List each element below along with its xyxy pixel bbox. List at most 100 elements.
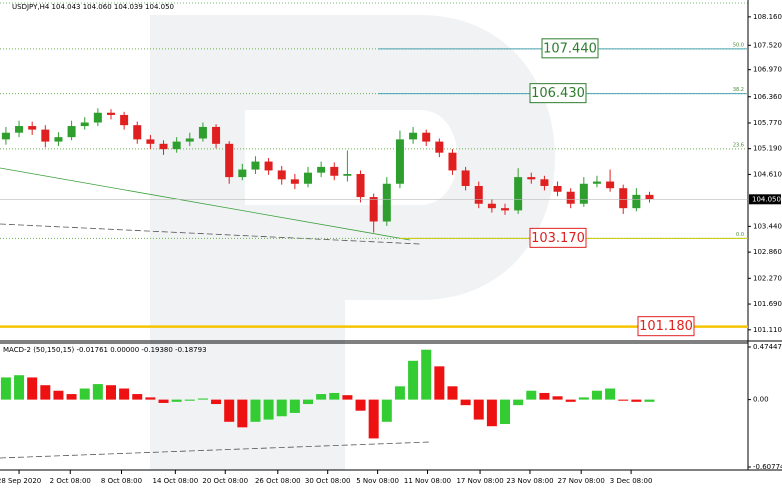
candle-body	[592, 181, 601, 184]
macd-bar	[578, 397, 589, 400]
macd-bar	[513, 399, 524, 406]
candle-body	[304, 172, 312, 184]
candle-body	[395, 139, 404, 184]
trend-line-dashed	[0, 223, 421, 245]
x-tick-label: 8 Oct 08:00	[101, 477, 142, 485]
candle-body	[448, 152, 457, 171]
candle-body	[225, 143, 234, 178]
macd-bar	[105, 385, 116, 400]
macd-bar	[289, 399, 300, 413]
macd-bar	[250, 399, 261, 422]
trend-line	[0, 167, 411, 241]
y-tick-label: 105.190	[753, 145, 782, 153]
candle-body	[67, 126, 76, 138]
candle-body	[172, 141, 181, 150]
candle-body	[93, 112, 102, 123]
macd-bar	[355, 399, 366, 411]
candle-body	[54, 137, 63, 142]
x-tick-label: 20 Oct 08:00	[202, 477, 248, 485]
candle-body	[487, 203, 496, 209]
x-tick-label: 26 Oct 08:00	[255, 477, 301, 485]
candle-body	[540, 179, 549, 186]
current-price-label: 104.050	[752, 195, 781, 203]
level-label: 101.180	[639, 319, 693, 334]
candle-body	[317, 166, 326, 173]
candle-body	[133, 125, 142, 140]
macd-bar	[53, 390, 64, 400]
macd-bar	[591, 390, 602, 400]
macd-bar	[329, 392, 340, 400]
candle-body	[330, 166, 339, 176]
macd-bar	[631, 399, 642, 402]
candle-body	[146, 139, 155, 144]
y-tick-label: 0.47447	[753, 343, 782, 351]
x-tick-label: 30 Oct 08:00	[305, 477, 351, 485]
current-price-box	[749, 194, 781, 205]
macd-bar	[158, 399, 169, 403]
macd-bar	[368, 399, 379, 439]
y-tick-label: 108.160	[753, 13, 782, 21]
x-tick-label: 27 Nov 08:00	[558, 477, 605, 485]
candle-body	[120, 114, 129, 126]
candle-body	[619, 188, 628, 209]
macd-bar	[486, 399, 497, 427]
macd-bar	[434, 366, 445, 400]
macd-bar	[381, 399, 392, 422]
y-tick-label: 0.00	[753, 396, 769, 404]
y-tick-label: 105.770	[753, 119, 782, 127]
candle-body	[645, 194, 654, 200]
candle-body	[198, 126, 207, 139]
candle-body	[527, 177, 536, 180]
x-tick-label: 5 Nov 08:00	[356, 477, 399, 485]
y-tick-label: 106.360	[753, 93, 782, 101]
y-tick-label: 107.520	[753, 41, 782, 49]
macd-bar	[119, 388, 130, 400]
y-tick-label: -0.60774	[753, 463, 782, 471]
candle-body	[553, 185, 562, 192]
level-label: 106.430	[531, 86, 585, 101]
macd-bar	[460, 399, 471, 406]
candle-body	[422, 132, 431, 142]
macd-bar	[92, 384, 103, 400]
macd-bar	[27, 377, 38, 400]
y-tick-label: 103.440	[753, 222, 782, 230]
candle-body	[15, 126, 24, 133]
y-tick-label: 104.610	[753, 170, 782, 178]
macd-bar	[500, 399, 511, 425]
candle-body	[264, 161, 273, 171]
candle-body	[461, 170, 470, 186]
candle-body	[290, 179, 299, 184]
macd-bar	[342, 395, 353, 400]
candle-body	[238, 169, 247, 178]
x-tick-label: 17 Nov 08:00	[456, 477, 503, 485]
macd-bar	[171, 399, 182, 402]
macd-bar	[316, 394, 327, 400]
macd-bar	[618, 399, 629, 401]
candle-body	[632, 194, 641, 209]
candle-body	[579, 183, 588, 204]
candle-body	[80, 122, 89, 127]
candle-body	[1, 132, 10, 140]
macd-bar	[263, 399, 274, 420]
macd-bar	[224, 399, 235, 422]
macd-bar	[565, 399, 576, 402]
candle-body	[277, 170, 286, 180]
macd-bar	[473, 399, 484, 420]
y-tick-label: 101.110	[753, 326, 782, 334]
fib-label: 50.0	[733, 42, 744, 48]
x-tick-label: 3 Dec 08:00	[610, 477, 653, 485]
x-tick-label: 11 Nov 08:00	[404, 477, 451, 485]
fib-label: 23.6	[733, 142, 744, 148]
macd-bar	[184, 399, 195, 401]
macd-bar	[79, 388, 90, 400]
macd-bar	[132, 394, 143, 400]
y-tick-label: 101.690	[753, 300, 782, 308]
x-tick-label: 28 Sep 2020	[0, 477, 41, 485]
candle-body	[514, 177, 523, 211]
macd-bar	[14, 375, 25, 400]
candle-body	[435, 141, 444, 153]
level-label-box	[541, 38, 599, 59]
candle-body	[251, 161, 260, 170]
candle-body	[501, 208, 510, 211]
